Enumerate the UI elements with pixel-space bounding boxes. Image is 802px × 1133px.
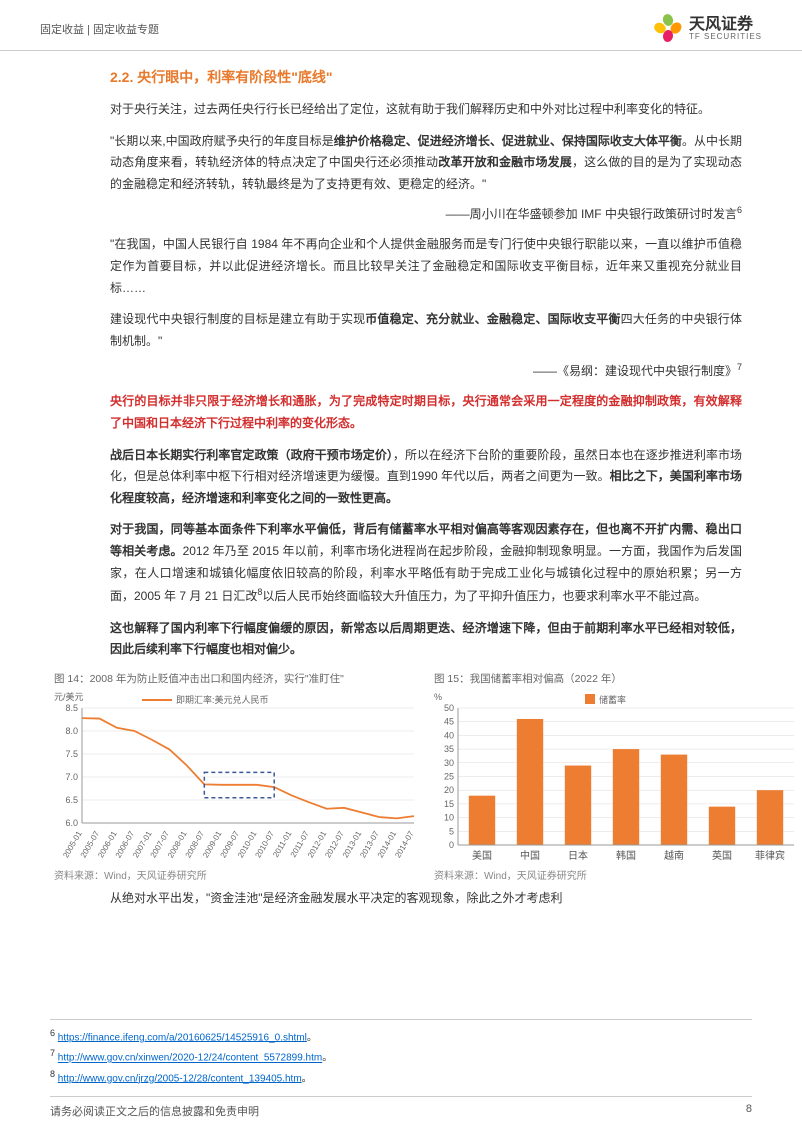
svg-text:菲律宾: 菲律宾 (755, 849, 785, 862)
logo-text-en: TF SECURITIES (689, 33, 762, 41)
chart-right-box: 图 15：我国储蓄率相对偏高（2022 年） 0 5 10 15 20 25 30 35 40 4… (430, 671, 800, 882)
svg-text:7.5: 7.5 (65, 749, 78, 759)
chart-left-source: 资料来源：Wind，天风证券研究所 (50, 867, 420, 882)
svg-text:储蓄率: 储蓄率 (599, 694, 626, 705)
page-footer: 请务必阅读正文之后的信息披露和免责申明 8 (50, 1096, 752, 1119)
company-logo: 天风证券 TF SECURITIES (653, 14, 762, 44)
section-title: 2.2. 央行眼中，利率有阶段性"底线" (110, 67, 742, 87)
paragraph-2: "长期以来,中国政府赋予央行的年度目标是维护价格稳定、促进经济增长、促进就业、保… (110, 131, 742, 196)
svg-text:韩国: 韩国 (616, 849, 636, 862)
charts-row: 图 14：2008 年为防止贬值冲击出口和国内经济，实行"准盯住" 6.0 6.5… (50, 671, 792, 882)
svg-text:45: 45 (444, 717, 454, 727)
svg-text:50: 50 (444, 703, 454, 713)
quote-source-1: ——周小川在华盛顿参加 IMF 中央银行政策研讨时发言6 (110, 205, 742, 222)
footnote-7: 7 http://www.gov.cn/xinwen/2020-12/24/co… (50, 1046, 752, 1066)
p6-a: 战后日本长期实行利率官定政策（政府干预市场定价） (110, 448, 393, 462)
src2-text: ——《易纲：建设现代中央银行制度》 (533, 364, 737, 378)
src1-text: ——周小川在华盛顿参加 IMF 中央银行政策研讨时发言 (446, 207, 737, 221)
svg-text:30: 30 (444, 758, 454, 768)
chart-right-title: 图 15：我国储蓄率相对偏高（2022 年） (430, 671, 800, 686)
footnote-6: 6 https://finance.ifeng.com/a/20160625/1… (50, 1026, 752, 1046)
svg-text:0: 0 (449, 840, 454, 850)
page-header: 固定收益 | 固定收益专题 天风证券 TF SECURITIES (0, 0, 802, 51)
svg-text:20: 20 (444, 785, 454, 795)
quote-source-2: ——《易纲：建设现代中央银行制度》7 (110, 362, 742, 379)
svg-text:英国: 英国 (712, 849, 732, 862)
chart-left-box: 图 14：2008 年为防止贬值冲击出口和国内经济，实行"准盯住" 6.0 6.5… (50, 671, 420, 882)
svg-text:中国: 中国 (520, 849, 540, 862)
paragraph-3: "在我国，中国人民银行自 1984 年不再向企业和个人提供金融服务而是专门行使中… (110, 234, 742, 299)
paragraph-4: 建设现代中央银行制度的目标是建立有助于实现币值稳定、充分就业、金融稳定、国际收支… (110, 309, 742, 352)
p2-b: 维护价格稳定、促进经济增长、促进就业、保持国际收支大体平衡 (334, 134, 682, 148)
p2-a: "长期以来,中国政府赋予央行的年度目标是 (110, 134, 334, 148)
footnote-8-link[interactable]: http://www.gov.cn/jrzg/2005-12/28/conten… (58, 1073, 302, 1084)
paragraph-8: 这也解释了国内利率下行幅度偏缓的原因，新常态以后周期更迭、经济增速下降，但由于前… (110, 618, 742, 661)
chart-left-title: 图 14：2008 年为防止贬值冲击出口和国内经济，实行"准盯住" (50, 671, 420, 686)
main-content: 2.2. 央行眼中，利率有阶段性"底线" 对于央行关注，过去两任央行行长已经给出… (0, 51, 802, 909)
svg-text:6.5: 6.5 (65, 795, 78, 805)
footnote-6-link[interactable]: https://finance.ifeng.com/a/20160625/145… (58, 1032, 307, 1043)
footnotes: 6 https://finance.ifeng.com/a/20160625/1… (50, 1019, 752, 1087)
svg-text:8.5: 8.5 (65, 703, 78, 713)
page-number: 8 (746, 1103, 752, 1119)
svg-text:元/美元: 元/美元 (54, 691, 84, 702)
paragraph-7: 对于我国，同等基本面条件下利率水平偏低，背后有储蓄率水平相对偏高等客观因素存在，… (110, 519, 742, 607)
svg-text:40: 40 (444, 730, 454, 740)
footnote-7-link[interactable]: http://www.gov.cn/xinwen/2020-12/24/cont… (58, 1053, 322, 1064)
svg-text:25: 25 (444, 771, 454, 781)
svg-text:35: 35 (444, 744, 454, 754)
svg-text:15: 15 (444, 799, 454, 809)
p4-b: 币值稳定、充分就业、金融稳定、国际收支平衡 (365, 312, 620, 326)
footnote-8: 8 http://www.gov.cn/jrzg/2005-12/28/cont… (50, 1067, 752, 1087)
svg-text:6.0: 6.0 (65, 818, 78, 828)
p7-c: 以后人民币始终面临较大升值压力，为了平抑升值压力，也要求利率水平不能过高。 (262, 589, 706, 603)
svg-text:5: 5 (449, 826, 454, 836)
paragraph-5-highlight: 央行的目标并非只限于经济增长和通胀，为了完成特定时期目标，央行通常会采用一定程度… (110, 391, 742, 434)
src2-sup: 7 (737, 362, 742, 372)
chart-right-source: 资料来源：Wind，天风证券研究所 (430, 867, 800, 882)
svg-text:8.0: 8.0 (65, 726, 78, 736)
footer-disclaimer: 请务必阅读正文之后的信息披露和免责申明 (50, 1103, 259, 1119)
svg-text:10: 10 (444, 812, 454, 822)
line-chart: 6.06.57.07.58.08.5元/美元即期汇率:美元兑人民币2005-01… (50, 690, 420, 865)
svg-text:%: % (434, 692, 442, 702)
logo-icon (653, 14, 683, 44)
svg-text:7.0: 7.0 (65, 772, 78, 782)
p2-d: 改革开放和金融市场发展 (438, 155, 572, 169)
paragraph-6: 战后日本长期实行利率官定政策（政府干预市场定价），所以在经济下台阶的重要阶段，虽… (110, 445, 742, 510)
logo-text-cn: 天风证券 (689, 17, 762, 33)
svg-text:日本: 日本 (568, 849, 588, 862)
p4-a: 建设现代中央银行制度的目标是建立有助于实现 (110, 312, 365, 326)
svg-text:即期汇率:美元兑人民币: 即期汇率:美元兑人民币 (176, 694, 269, 705)
svg-text:美国: 美国 (472, 849, 492, 862)
bar-chart: 0 5 10 15 20 25 30 35 40 45 50% 储蓄率美国 中国 日本 韩国 越南 英国 菲律宾 (430, 690, 800, 865)
svg-text:越南: 越南 (664, 849, 684, 862)
breadcrumb: 固定收益 | 固定收益专题 (40, 21, 159, 37)
paragraph-last: 从绝对水平出发，"资金洼池"是经济金融发展水平决定的客观现象，除此之外才考虑利 (110, 888, 742, 910)
paragraph-1: 对于央行关注，过去两任央行行长已经给出了定位，这就有助于我们解释历史和中外对比过… (110, 99, 742, 121)
src1-sup: 6 (737, 205, 742, 215)
